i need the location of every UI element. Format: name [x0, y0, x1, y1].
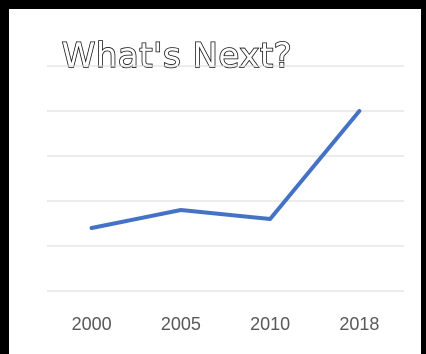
x-tick-label: 2018	[339, 314, 379, 334]
x-tick-label: 2000	[72, 314, 112, 334]
line-chart: What's Next? 2000 2005 2010 2018	[47, 35, 404, 334]
gridlines	[47, 65, 404, 247]
x-tick-label: 2010	[250, 314, 290, 334]
chart-title: What's Next?	[62, 36, 292, 76]
x-tick-label: 2005	[161, 314, 201, 334]
series-line-0	[89, 109, 362, 230]
series-layer	[89, 109, 362, 230]
x-tick-labels: 2000 2005 2010 2018	[72, 314, 380, 334]
chart-panel: What's Next? 2000 2005 2010 2018	[9, 9, 421, 354]
